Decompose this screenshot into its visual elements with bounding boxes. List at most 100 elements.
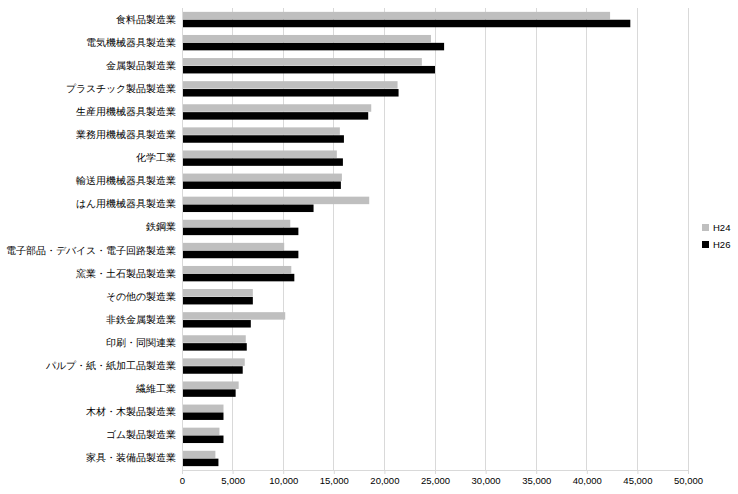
bar	[182, 174, 342, 181]
tick-label: 電気機械器具製造業	[86, 37, 176, 48]
grid-line	[384, 8, 385, 470]
bar	[182, 81, 398, 88]
tick: 業務用機械器具製造業	[76, 129, 182, 140]
tick: 20,000	[370, 470, 399, 486]
tick-label: 金属製品製造業	[106, 60, 176, 71]
legend-label: H24	[713, 222, 730, 233]
bar	[182, 43, 444, 50]
tick-label: 45,000	[623, 475, 652, 486]
tick-label: 鉄鋼業	[146, 221, 176, 232]
legend-label: H26	[713, 239, 730, 250]
tick-label: 15,000	[320, 475, 349, 486]
tick-label: 食料品製造業	[116, 14, 176, 25]
axis-line	[182, 9, 183, 471]
bar	[182, 312, 285, 319]
x-axis: 0 5,000 10,000 15,000 20,000 25,000 30,000 35,0…	[180, 470, 703, 486]
tick-mark	[283, 470, 284, 474]
grid-line	[283, 8, 284, 470]
tick: 電子部品・デバイス・電子回路製造業	[6, 245, 182, 256]
bar	[182, 436, 223, 443]
tick-label: その他の製造業	[106, 291, 176, 302]
grid-line	[485, 8, 486, 470]
bar	[182, 451, 215, 458]
grid-line	[536, 8, 537, 470]
tick-label: 0	[180, 475, 185, 486]
tick: 繊維工業	[135, 383, 182, 394]
tick-mark	[688, 470, 689, 474]
bar	[182, 459, 218, 466]
bar	[182, 35, 431, 42]
tick-mark	[182, 470, 183, 474]
tick: 金属製品製造業	[106, 60, 182, 71]
tick: 40,000	[573, 470, 602, 486]
bar	[182, 89, 399, 96]
tick: プラスチック製品製造業	[66, 83, 182, 94]
tick: はん用機械器具製造業	[76, 198, 182, 209]
tick-label: はん用機械器具製造業	[76, 198, 176, 209]
legend-swatch	[702, 241, 709, 248]
tick-label: 50,000	[674, 475, 703, 486]
bar	[182, 343, 247, 350]
tick-label: 木材・木製品製造業	[86, 406, 176, 417]
bar	[182, 389, 236, 396]
tick-mark	[334, 470, 335, 474]
tick: 45,000	[623, 470, 652, 486]
tick: ゴム製品製造業	[106, 429, 182, 440]
bar	[182, 127, 340, 134]
tick-label: プラスチック製品製造業	[66, 83, 176, 94]
tick: その他の製造業	[106, 291, 182, 302]
tick-label: パルプ・紙・紙加工品製造業	[45, 360, 176, 371]
series	[182, 20, 630, 466]
tick: 家具・装備品製造業	[86, 452, 182, 463]
tick: 50,000	[674, 470, 703, 486]
tick-label: 20,000	[370, 475, 399, 486]
tick: 非鉄金属製造業	[106, 314, 182, 325]
tick: 化学工業	[136, 152, 182, 163]
bar	[182, 297, 253, 304]
grid	[182, 8, 688, 470]
tick: 生産用機械器具製造業	[76, 106, 182, 117]
tick: 10,000	[269, 470, 298, 486]
grid-line	[232, 8, 233, 470]
tick-label: 窯業・土石製品製造業	[76, 268, 176, 279]
bar	[182, 289, 253, 296]
tick: 15,000	[320, 470, 349, 486]
tick: 木材・木製品製造業	[86, 406, 182, 417]
legend-swatch	[702, 224, 709, 231]
tick-label: 印刷・同関連業	[106, 337, 176, 348]
series	[182, 12, 610, 458]
tick-label: 非鉄金属製造業	[106, 314, 176, 325]
tick: 食料品製造業	[116, 14, 182, 25]
bar	[182, 150, 337, 157]
tick-label: 5,000	[221, 475, 245, 486]
tick-label: 30,000	[472, 475, 501, 486]
tick-mark	[384, 470, 385, 474]
bar	[182, 66, 435, 73]
bar	[182, 228, 298, 235]
bar	[182, 266, 291, 273]
tick: 窯業・土石製品製造業	[76, 268, 182, 279]
bar	[182, 58, 422, 65]
tick: 0	[180, 470, 185, 486]
bar	[182, 320, 251, 327]
tick: 30,000	[472, 470, 501, 486]
bar	[182, 251, 298, 258]
tick-label: 25,000	[421, 475, 450, 486]
tick: 25,000	[421, 470, 450, 486]
tick: 印刷・同関連業	[106, 337, 182, 348]
grid-line	[182, 8, 183, 470]
bar	[182, 243, 284, 250]
tick-mark	[637, 470, 638, 474]
tick-mark	[536, 470, 537, 474]
bar	[182, 405, 223, 412]
tick-label: 生産用機械器具製造業	[76, 106, 176, 117]
bar	[182, 158, 343, 165]
tick-label: 電子部品・デバイス・電子回路製造業	[6, 245, 176, 256]
tick-label: 輸送用機械器具製造業	[76, 175, 176, 186]
tick-label: 化学工業	[136, 152, 176, 163]
tick-label: 業務用機械器具製造業	[76, 129, 176, 140]
tick-label: 35,000	[522, 475, 551, 486]
grid-line	[637, 8, 638, 470]
bar	[182, 20, 630, 27]
tick-label: 繊維工業	[135, 383, 176, 394]
